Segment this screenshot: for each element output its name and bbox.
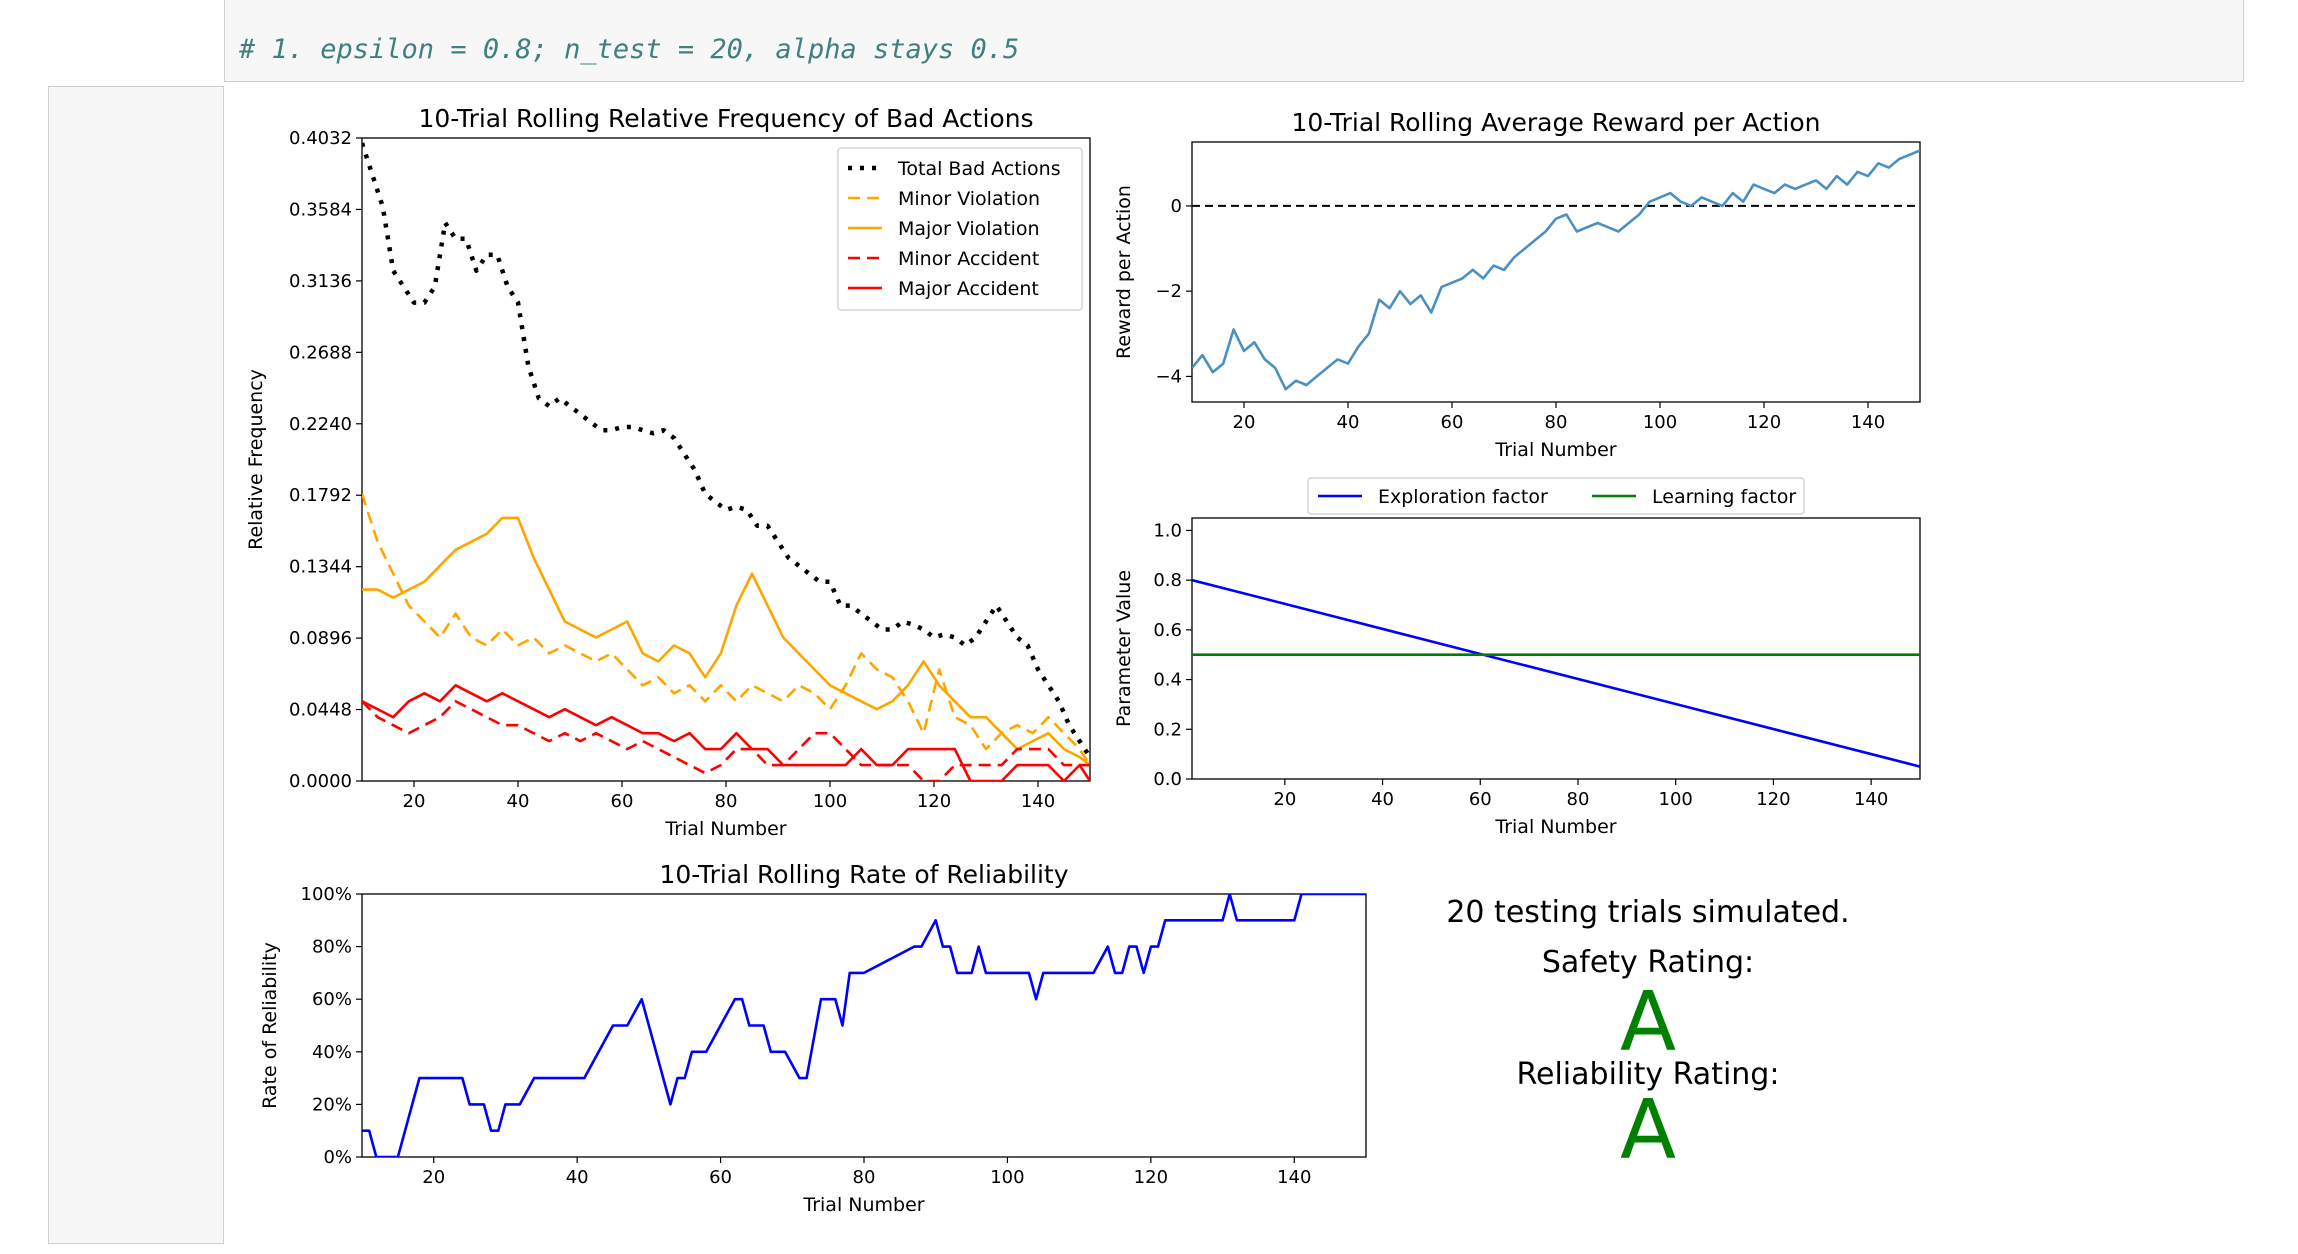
x-tick-label: 60 — [709, 1167, 732, 1188]
x-tick-label: 80 — [1545, 412, 1568, 433]
y-tick-label: 0.4032 — [289, 128, 352, 149]
exploration-factor-line — [1192, 578, 1920, 768]
safety-rating-grade: A — [1620, 975, 1676, 1070]
y-tick-label: −2 — [1155, 281, 1182, 302]
chart-bad: 10-Trial Rolling Relative Frequency of B… — [245, 104, 1091, 840]
y-tick-label: 0.8 — [1153, 570, 1182, 591]
x-tick-label: 140 — [1021, 791, 1055, 812]
y-tick-label: 20% — [312, 1094, 352, 1115]
safety-rating-label: Safety Rating: — [1542, 945, 1754, 980]
major-violation-line — [362, 516, 1090, 767]
x-tick-label: 40 — [1337, 412, 1360, 433]
legend-label: Minor Accident — [898, 248, 1039, 270]
chart-title: 10-Trial Rolling Rate of Reliability — [659, 860, 1068, 889]
plot-frame — [1191, 517, 1921, 780]
minor-violation-line — [362, 493, 1090, 766]
x-tick-label: 120 — [1134, 1167, 1168, 1188]
x-tick-label: 80 — [1567, 789, 1590, 810]
x-axis-label: Trial Number — [1494, 439, 1616, 461]
y-axis-label: Relative Frequency — [245, 369, 267, 550]
plot-frame — [1191, 141, 1921, 403]
legend-label: Total Bad Actions — [897, 158, 1061, 180]
chart-reward: 10-Trial Rolling Average Reward per Acti… — [1113, 108, 1921, 461]
major-accident-line — [362, 683, 1090, 781]
y-tick-label: 0.3584 — [289, 199, 352, 220]
y-tick-label: −4 — [1155, 366, 1182, 387]
x-tick-label: 120 — [917, 791, 951, 812]
x-tick-label: 60 — [1441, 412, 1464, 433]
x-tick-label: 40 — [1371, 789, 1394, 810]
code-comment: # 1. epsilon = 0.8; n_test = 20, alpha s… — [239, 34, 1020, 65]
legend-box — [1307, 477, 1805, 515]
x-axis-label: Trial Number — [1494, 816, 1616, 838]
reliability-rating-label: Reliability Rating: — [1517, 1057, 1780, 1092]
x-tick-label: 140 — [1851, 412, 1885, 433]
x-tick-label: 100 — [1659, 789, 1693, 810]
y-tick-label: 80% — [312, 937, 352, 958]
minor-accident-line — [362, 699, 1090, 781]
y-tick-label: 0.1344 — [289, 557, 352, 578]
x-tick-label: 20 — [1233, 412, 1256, 433]
y-tick-label: 0.0 — [1153, 769, 1182, 790]
code-cell[interactable]: # 1. epsilon = 0.8; n_test = 20, alpha s… — [224, 0, 2244, 82]
y-tick-label: 0.3136 — [289, 271, 352, 292]
y-tick-label: 0.1792 — [289, 485, 352, 506]
x-tick-label: 140 — [1854, 789, 1888, 810]
legend: Total Bad Actions Minor Violation Major Vi… — [837, 147, 1083, 311]
x-tick-label: 120 — [1756, 789, 1790, 810]
y-tick-label: 0.6 — [1153, 620, 1182, 641]
y-tick-label: 0 — [1171, 196, 1182, 217]
y-tick-label: 40% — [312, 1042, 352, 1063]
x-tick-label: 100 — [990, 1167, 1024, 1188]
chart-rel: 10-Trial Rolling Rate of Reliability 20 40… — [259, 860, 1367, 1216]
y-tick-label: 0.2240 — [289, 414, 352, 435]
x-axis-label: Trial Number — [802, 1194, 924, 1216]
y-tick-label: 0.0448 — [289, 700, 352, 721]
x-tick-label: 20 — [403, 791, 426, 812]
x-tick-label: 60 — [611, 791, 634, 812]
x-tick-label: 20 — [422, 1167, 445, 1188]
x-axis-label: Trial Number — [664, 818, 786, 840]
legend-label: Minor Violation — [898, 188, 1040, 210]
legend-label: Major Violation — [898, 218, 1040, 240]
y-axis-label: Rate of Reliability — [259, 942, 281, 1109]
plot-frame — [361, 893, 1367, 1158]
x-tick-label: 20 — [1273, 789, 1296, 810]
x-tick-label: 40 — [566, 1167, 589, 1188]
y-axis-label: Parameter Value — [1113, 570, 1135, 727]
x-tick-label: 80 — [715, 791, 738, 812]
y-tick-label: 0.2 — [1153, 719, 1182, 740]
series-line — [362, 894, 1366, 1157]
legend-label: Learning factor — [1652, 486, 1796, 508]
legend-box — [837, 147, 1083, 311]
total-bad-actions-line — [362, 142, 1090, 759]
series-line — [1192, 149, 1920, 391]
x-tick-label: 120 — [1747, 412, 1781, 433]
y-tick-label: 0% — [323, 1147, 352, 1168]
output-prompt-area — [48, 86, 224, 1244]
y-tick-label: 0.0000 — [289, 771, 352, 792]
y-tick-label: 0.2688 — [289, 342, 352, 363]
y-tick-label: 0.0896 — [289, 628, 352, 649]
chart-title: 10-Trial Rolling Average Reward per Acti… — [1291, 108, 1820, 137]
y-tick-label: 1.0 — [1153, 520, 1182, 541]
legend: Exploration factor Learning factor — [1307, 477, 1805, 515]
chart-title: 10-Trial Rolling Relative Frequency of B… — [418, 104, 1033, 133]
x-tick-label: 60 — [1469, 789, 1492, 810]
y-tick-label: 60% — [312, 989, 352, 1010]
legend-label: Exploration factor — [1378, 486, 1548, 508]
trials-simulated-text: 20 testing trials simulated. — [1446, 895, 1849, 930]
legend-label: Major Accident — [898, 278, 1039, 300]
x-tick-label: 40 — [507, 791, 530, 812]
x-tick-label: 100 — [813, 791, 847, 812]
y-tick-label: 0.4 — [1153, 670, 1182, 691]
reliability-rating-grade: A — [1620, 1083, 1676, 1178]
y-axis-label: Reward per Action — [1113, 185, 1135, 359]
y-tick-label: 100% — [301, 884, 352, 905]
chart-params: 20 40 60 80 100 120 140 0.0 0.2 0.4 0.6 0.8 1.0 Trial… — [1113, 477, 1921, 838]
x-tick-label: 140 — [1277, 1167, 1311, 1188]
x-tick-label: 100 — [1643, 412, 1677, 433]
x-tick-label: 80 — [853, 1167, 876, 1188]
